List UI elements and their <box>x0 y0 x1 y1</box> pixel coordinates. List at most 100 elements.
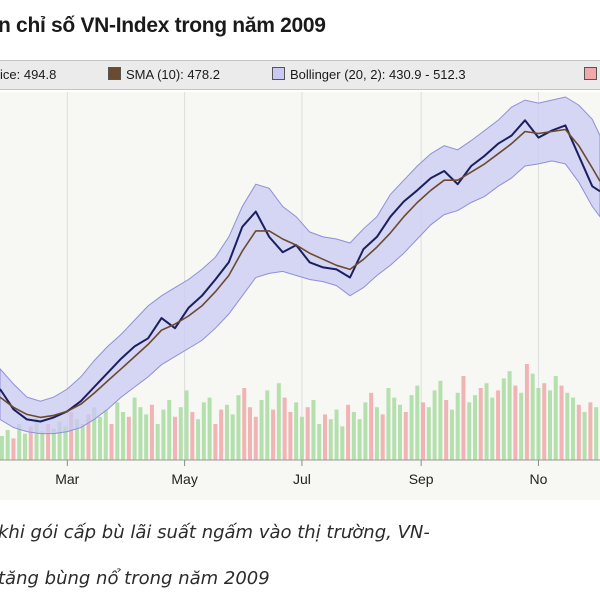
volume-bar <box>46 424 51 460</box>
volume-bar <box>513 385 518 460</box>
volume-bar <box>374 407 379 460</box>
volume-bar <box>63 426 68 460</box>
volume-bar <box>473 395 477 460</box>
volume-bar <box>201 402 206 460</box>
volume-bar <box>294 402 299 460</box>
legend-volume <box>584 67 600 82</box>
volume-bar <box>178 407 183 460</box>
volume-bar <box>524 364 529 460</box>
legend-volume-swatch <box>584 67 597 80</box>
volume-bar <box>565 392 570 460</box>
volume-bar <box>5 430 10 460</box>
volume-bar <box>323 414 327 460</box>
volume-bar <box>34 418 39 460</box>
legend-sma-swatch <box>108 67 121 80</box>
x-tick-label-1: May <box>171 471 197 487</box>
volume-bar <box>328 419 333 460</box>
volume-bar <box>496 390 501 460</box>
volume-bar <box>444 400 449 460</box>
volume-bar <box>432 390 437 460</box>
legend-bar: ice: 494.8 SMA (10): 478.2 Bollinger (20… <box>0 60 600 90</box>
volume-bar <box>236 395 241 460</box>
legend-price: ice: 494.8 <box>0 67 56 82</box>
volume-bar <box>242 388 247 460</box>
volume-bar <box>138 407 143 460</box>
volume-bar <box>11 438 16 460</box>
volume-bar <box>455 392 460 460</box>
volume-bar <box>369 392 374 460</box>
volume-bar <box>351 412 356 460</box>
volume-bars <box>0 364 599 460</box>
volume-bar <box>346 404 351 460</box>
volume-bar <box>126 416 131 460</box>
volume-bar <box>507 371 512 460</box>
volume-bar <box>484 383 489 460</box>
caption-line-1: khi gói cấp bù lãi suất ngấm vào thị trư… <box>0 522 430 543</box>
volume-bar <box>276 383 281 460</box>
volume-bar <box>167 400 172 460</box>
volume-bar <box>196 419 201 460</box>
volume-bar <box>438 380 443 460</box>
volume-bar <box>576 404 581 460</box>
volume-bar <box>109 424 114 460</box>
x-tick-label-2: Jul <box>293 471 311 487</box>
volume-bar <box>398 404 402 460</box>
volume-bar <box>519 392 524 460</box>
volume-bar <box>265 390 270 460</box>
volume-bar <box>380 414 385 460</box>
volume-bar <box>173 416 177 460</box>
volume-bar <box>0 436 4 460</box>
volume-bar <box>559 385 564 460</box>
volume-bar <box>548 390 552 460</box>
bollinger-band-area <box>0 96 600 435</box>
volume-bar <box>282 397 287 460</box>
volume-bar <box>449 409 454 460</box>
volume-bar <box>409 395 414 460</box>
volume-bar <box>334 409 339 460</box>
x-tick-label-0: Mar <box>55 471 79 487</box>
volume-bar <box>207 397 212 460</box>
volume-bar <box>40 431 45 460</box>
volume-bar <box>392 397 397 460</box>
sma-line <box>0 128 600 419</box>
volume-bar <box>588 402 593 460</box>
volume-bar <box>461 376 466 460</box>
volume-bar <box>467 402 472 460</box>
volume-bar <box>403 412 408 460</box>
volume-bar <box>490 397 495 460</box>
volume-bar <box>478 388 483 460</box>
volume-bar <box>28 426 33 460</box>
x-axis-ticks: Mar May Jul Sep No <box>55 460 548 487</box>
volume-bar <box>340 426 345 460</box>
volume-bar <box>161 409 166 460</box>
legend-sma-label: SMA (10): 478.2 <box>126 67 220 82</box>
volume-bar <box>224 404 229 460</box>
volume-bar <box>230 414 235 460</box>
volume-bar <box>248 407 252 460</box>
volume-bar <box>57 421 62 460</box>
volume-bar <box>69 412 74 460</box>
volume-bar <box>415 385 420 460</box>
legend-bollinger-swatch <box>272 67 285 80</box>
volume-bar <box>74 419 79 460</box>
volume-bar <box>115 402 120 460</box>
caption-line-2: tăng bùng nổ trong năm 2009 <box>0 568 270 589</box>
volume-bar <box>103 409 108 460</box>
volume-bar <box>363 402 368 460</box>
volume-bar <box>155 424 160 460</box>
x-tick-label-4: No <box>530 471 548 487</box>
volume-bar <box>23 433 27 460</box>
volume-bar <box>357 419 362 460</box>
volume-bar <box>132 397 137 460</box>
volume-bar <box>299 416 304 460</box>
series-lines <box>0 119 600 423</box>
volume-bar <box>253 416 258 460</box>
chart-title: n chỉ số VN-Index trong năm 2009 <box>0 14 326 37</box>
volume-bar <box>86 414 91 460</box>
volume-bar <box>421 402 426 460</box>
volume-bar <box>288 412 293 460</box>
volume-bar <box>426 407 431 460</box>
volume-bar <box>184 390 189 460</box>
volume-bar <box>98 416 102 460</box>
